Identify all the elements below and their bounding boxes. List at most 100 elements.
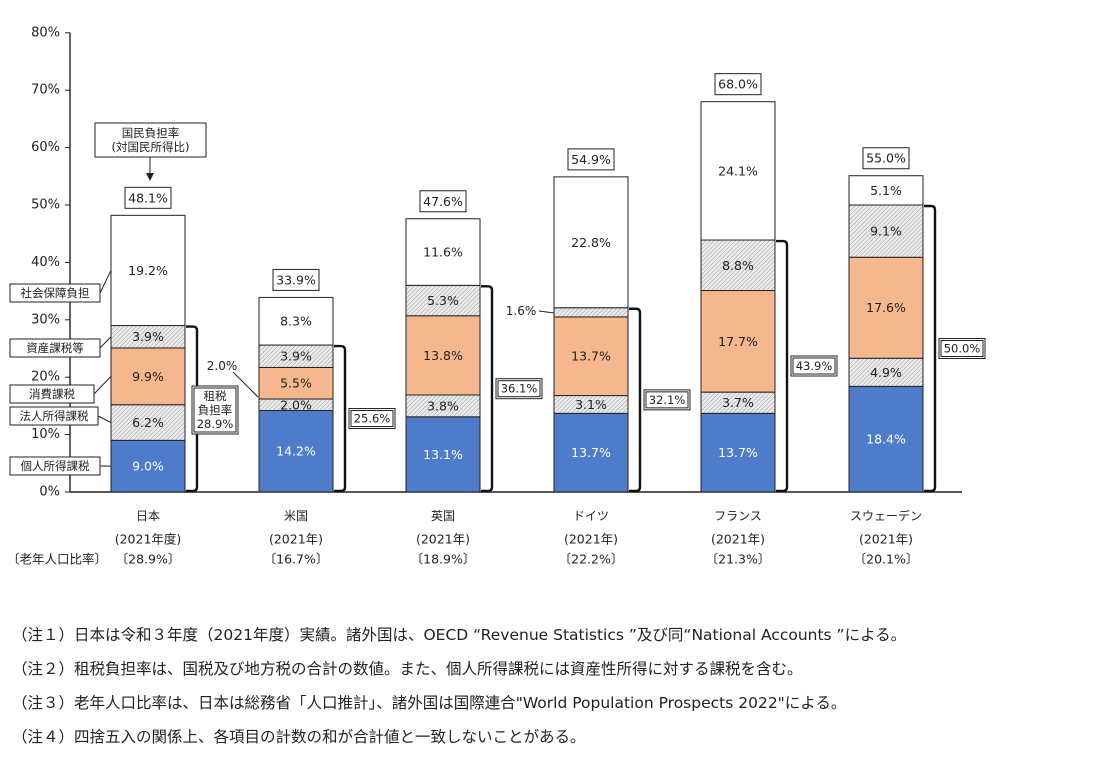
value-label-1-corporate: 2.0% — [280, 397, 312, 412]
value-label-2-corporate: 3.8% — [427, 398, 459, 413]
bar-2-social-security — [405, 218, 481, 286]
tax-burden-label-1-inner-box — [350, 410, 394, 428]
value-label-4-consumption: 17.7% — [718, 334, 758, 349]
value-label-3-asset-outside: 1.6% — [506, 304, 537, 318]
tax-burden-label-2-box — [495, 378, 543, 400]
bar-1-individual-income — [258, 409, 334, 493]
value-label-3-individual-income: 13.7% — [571, 445, 611, 460]
bar-3-asset — [553, 307, 629, 318]
tax-burden-label-2-text-0: 36.1% — [501, 382, 538, 396]
x-label-year-3: (2021年) — [564, 532, 618, 547]
total-label-5-text-0: 55.0% — [866, 151, 906, 166]
segment-legend-asset: 資産課税等 — [9, 338, 101, 358]
tax-bracket-5 — [924, 204, 937, 493]
bar-4-individual-income — [700, 412, 776, 493]
value-label-4-individual-income: 13.7% — [718, 445, 758, 460]
tax-burden-label-3-box — [643, 389, 691, 411]
note-3: （注３）老年人口比率は、日本は総務省「人口推計」、諸外国は国際連合"World … — [12, 694, 847, 712]
total-label-0-box — [124, 186, 172, 209]
value-label-0-asset: 3.9% — [132, 329, 164, 344]
tax-bracket-2 — [481, 285, 494, 493]
x-label-year-5: (2021年) — [859, 532, 913, 547]
chart: 0% 10% 20% 30% 40% 50% 60% 70% 80% 9.0% 6.2% 9.9% 3… — [7, 25, 986, 567]
bar-3-individual-income — [553, 412, 629, 493]
bar-5-corporate — [848, 357, 924, 387]
x-label-elderly-5: 〔20.1%〕 — [854, 552, 919, 567]
x-label-elderly-0: 〔28.9%〕 — [116, 552, 181, 567]
bar-0-individual-income — [110, 439, 186, 493]
value-label-2-consumption: 13.8% — [423, 348, 463, 363]
value-label-1-social-security: 8.3% — [280, 314, 312, 329]
x-label-year-1: (2021年) — [269, 532, 323, 547]
note-2: （注２）租税負担率は、国税及び地方税の合計の数値。また、個人所得課税には資産性所… — [12, 660, 803, 678]
note-1: （注１）日本は令和３年度（2021年度）実績。諸外国は、OECD “Revenu… — [12, 626, 907, 644]
national-burden-callout-box — [94, 122, 207, 158]
segment-legend-individual-income: 個人所得課税 — [9, 456, 101, 476]
value-label-1-individual-income: 14.2% — [276, 444, 316, 459]
national-burden-arrow-head — [146, 173, 154, 181]
value-label-2-social-security: 11.6% — [423, 245, 463, 260]
tax-burden-label-0-box — [191, 385, 239, 435]
value-label-0-individual-income: 9.0% — [132, 459, 164, 474]
value-label-3-consumption: 13.7% — [571, 349, 611, 364]
value-label-5-individual-income: 18.4% — [866, 432, 906, 447]
tax-burden-label-0-text-1: 負担率 — [198, 403, 233, 417]
x-label-year-2: (2021年) — [416, 532, 470, 547]
y-tick-label-8: 80% — [31, 25, 60, 40]
bar-0-corporate — [110, 404, 186, 441]
tax-burden-label-3: 32.1% — [643, 389, 691, 411]
bar-5-social-security — [848, 175, 924, 206]
bar-3-social-security — [553, 176, 629, 309]
total-label-3-box — [567, 148, 615, 171]
bar-1-social-security — [258, 296, 334, 346]
value-label-1-consumption: 5.5% — [280, 376, 312, 391]
tax-burden-label-4: 43.9% — [790, 355, 838, 377]
tax-burden-label-4-text-0: 43.9% — [796, 359, 833, 373]
tax-burden-label-2-inner-box — [497, 380, 541, 398]
y-tick-label-0: 0% — [39, 485, 60, 500]
tax-burden-label-3-inner-box — [645, 391, 689, 409]
value-label-4-social-security: 24.1% — [718, 163, 758, 178]
segment-legend-consumption: 消費課税 — [9, 384, 95, 404]
total-label-4: 68.0% — [714, 73, 762, 96]
tax-burden-label-2: 36.1% — [495, 378, 543, 400]
x-label-elderly-1: 〔16.7%〕 — [264, 552, 329, 567]
bar-2-individual-income — [405, 416, 481, 493]
total-label-0-text-0: 48.1% — [128, 190, 168, 205]
segment-legend-leader-2 — [93, 375, 112, 395]
total-label-4-box — [714, 73, 762, 96]
tax-bracket-3 — [629, 307, 642, 493]
bar-5-consumption — [848, 256, 924, 359]
value-label-0-social-security: 19.2% — [128, 263, 168, 278]
segment-legend-leader-1 — [97, 415, 112, 423]
bar-1-consumption — [258, 366, 334, 400]
tax-burden-label-3-text-0: 32.1% — [649, 393, 686, 407]
tax-burden-label-5: 50.0% — [938, 338, 986, 359]
bar-3-consumption — [553, 316, 629, 397]
x-label-country-2: 英国 — [431, 509, 455, 523]
tax-burden-label-4-box — [790, 355, 838, 377]
x-label-year-4: (2021年) — [711, 532, 765, 547]
elderly-ratio-row-label: 〔老年人口比率〕 — [7, 552, 107, 567]
y-tick-label-5: 50% — [31, 198, 60, 213]
tax-burden-label-0-text-0: 租税 — [204, 389, 227, 403]
x-label-country-1: 米国 — [284, 509, 308, 523]
tax-burden-label-5-text-0: 50.0% — [944, 342, 981, 356]
y-tick-label-7: 70% — [31, 83, 60, 98]
value-label-2-individual-income: 13.1% — [423, 447, 463, 462]
value-label-0-consumption: 9.9% — [132, 369, 164, 384]
total-label-0: 48.1% — [124, 186, 172, 209]
value-label-5-asset: 9.1% — [870, 224, 902, 239]
y-tick-label-3: 30% — [31, 312, 60, 327]
value-label-3-corporate: 3.1% — [575, 397, 607, 412]
bar-4-asset — [700, 239, 776, 292]
value-label-5-consumption: 17.6% — [866, 300, 906, 315]
value-label-0-corporate: 6.2% — [132, 415, 164, 430]
x-label-country-5: スウェーデン — [850, 508, 922, 523]
segment-legend-corporate: 法人所得課税 — [9, 406, 99, 426]
tax-burden-label-0-inner-box — [193, 387, 237, 433]
total-label-2-box — [419, 190, 467, 213]
tax-burden-label-5-box — [938, 338, 986, 359]
total-label-4-text-0: 68.0% — [718, 77, 758, 92]
